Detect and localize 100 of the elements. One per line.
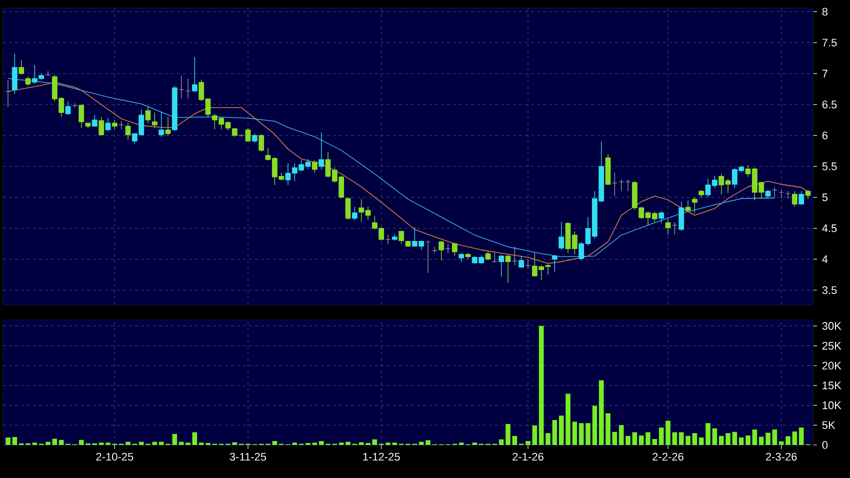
bar bbox=[646, 432, 650, 445]
candlestick bbox=[438, 240, 444, 261]
candlestick bbox=[785, 190, 791, 199]
bar bbox=[512, 436, 518, 445]
bar bbox=[718, 436, 724, 445]
bar bbox=[426, 440, 430, 445]
bar bbox=[572, 422, 578, 445]
candlestick bbox=[318, 132, 324, 170]
candlestick bbox=[5, 80, 11, 108]
candlestick bbox=[798, 190, 804, 206]
y-tick-label: 10K bbox=[822, 401, 842, 410]
bar bbox=[672, 432, 678, 445]
y-tick-label: 15K bbox=[822, 382, 842, 390]
candlestick bbox=[152, 112, 158, 128]
x-tick-label: 3-11-25 bbox=[230, 452, 266, 461]
candlestick bbox=[125, 122, 131, 140]
bar bbox=[738, 437, 744, 445]
candlestick bbox=[258, 134, 264, 152]
candlestick bbox=[385, 234, 391, 245]
y-tick-label: 4 bbox=[822, 255, 828, 263]
candlestick bbox=[398, 230, 404, 244]
y-tick-label: 8 bbox=[822, 8, 828, 16]
bar bbox=[712, 428, 718, 445]
bar bbox=[232, 442, 238, 445]
candlestick bbox=[518, 256, 524, 268]
y-tick-label: 30K bbox=[822, 322, 842, 330]
y-tick-label: 7.5 bbox=[822, 38, 837, 46]
candlestick bbox=[612, 172, 618, 196]
bar bbox=[792, 431, 798, 445]
candlestick bbox=[92, 114, 98, 128]
candlestick bbox=[252, 133, 258, 144]
bar bbox=[758, 436, 764, 445]
candlestick bbox=[65, 101, 71, 116]
candlestick bbox=[178, 75, 184, 99]
y-tick-label: 3.5 bbox=[822, 286, 837, 294]
bar bbox=[6, 437, 10, 445]
candlestick bbox=[618, 179, 624, 192]
bar bbox=[632, 432, 638, 445]
bar bbox=[558, 416, 564, 445]
candlestick bbox=[112, 120, 118, 130]
bar bbox=[658, 428, 664, 445]
candlestick bbox=[505, 254, 511, 284]
candlestick bbox=[525, 258, 531, 269]
bar bbox=[606, 413, 610, 445]
y-tick-label: 5.5 bbox=[822, 162, 837, 170]
y-tick-label: 4.5 bbox=[822, 224, 837, 232]
x-tick-label: 2-3-26 bbox=[766, 452, 797, 461]
candlestick bbox=[498, 254, 504, 277]
bar bbox=[192, 432, 198, 445]
bar bbox=[546, 433, 550, 445]
bar bbox=[532, 426, 538, 445]
candlestick bbox=[312, 160, 318, 173]
bar bbox=[12, 437, 18, 445]
candlestick bbox=[158, 112, 164, 138]
bar bbox=[798, 428, 804, 445]
bar bbox=[626, 436, 630, 445]
bar bbox=[772, 430, 778, 445]
bar bbox=[598, 380, 604, 445]
bar bbox=[732, 432, 738, 445]
x-tick-label: 2-2-26 bbox=[652, 452, 684, 461]
x-tick-label: 2-1-26 bbox=[512, 452, 544, 461]
bar bbox=[578, 423, 584, 445]
y-tick-label: 20K bbox=[822, 362, 842, 370]
y-tick-label: 5 bbox=[822, 194, 828, 202]
candlestick bbox=[458, 252, 464, 263]
candlestick bbox=[185, 78, 191, 99]
candlestick bbox=[25, 76, 31, 86]
bar bbox=[778, 441, 784, 445]
bar bbox=[638, 435, 644, 445]
y-tick-label: 6.5 bbox=[822, 100, 837, 108]
candlestick bbox=[192, 56, 198, 92]
bar bbox=[498, 439, 504, 445]
bar bbox=[358, 442, 364, 445]
bar bbox=[506, 424, 510, 445]
candlestick bbox=[245, 128, 251, 142]
candlestick bbox=[445, 243, 451, 254]
bar bbox=[786, 436, 790, 445]
candlestick bbox=[98, 116, 104, 136]
bar bbox=[652, 439, 658, 445]
bar bbox=[698, 437, 704, 445]
candlestick bbox=[658, 210, 664, 224]
candlestick bbox=[678, 201, 684, 232]
x-tick-label: 1-12-25 bbox=[363, 452, 400, 461]
bar bbox=[766, 432, 770, 445]
bar bbox=[526, 441, 530, 445]
bar bbox=[752, 430, 758, 445]
bar bbox=[592, 406, 598, 445]
bar bbox=[538, 326, 544, 445]
bar bbox=[172, 434, 178, 445]
candlestick bbox=[492, 252, 498, 263]
bar bbox=[78, 440, 84, 445]
x-tick-label: 2-10-25 bbox=[96, 452, 134, 461]
candlestick bbox=[452, 242, 458, 256]
bar bbox=[346, 442, 350, 445]
candlestick bbox=[558, 222, 564, 250]
bar bbox=[746, 435, 750, 445]
bar bbox=[318, 441, 324, 445]
bar bbox=[618, 425, 624, 445]
bar bbox=[726, 433, 730, 445]
bar bbox=[686, 436, 690, 445]
